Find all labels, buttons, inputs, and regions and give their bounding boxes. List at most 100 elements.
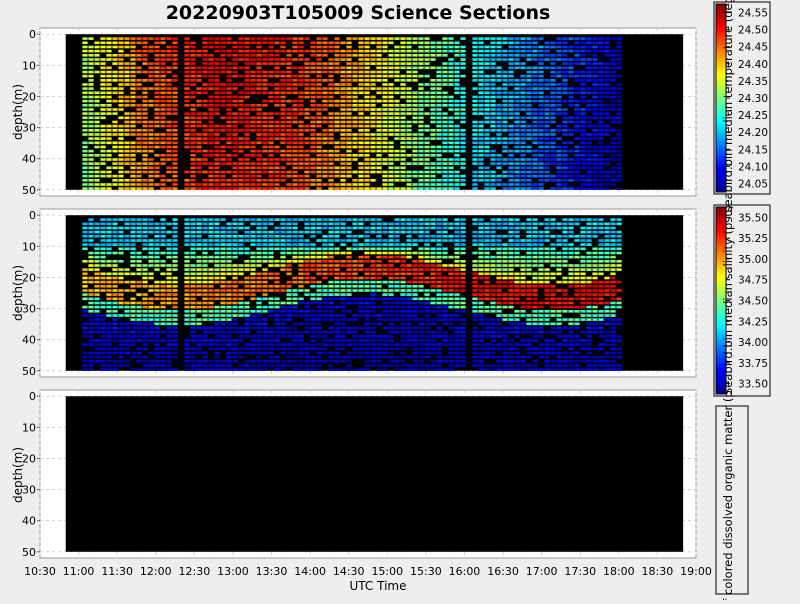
heatmap-cell — [412, 54, 417, 57]
heatmap-cell — [562, 187, 567, 190]
heatmap-cell — [544, 125, 549, 128]
heatmap-cell — [292, 67, 297, 70]
heatmap-cell — [412, 223, 417, 226]
heatmap-cell — [430, 67, 435, 70]
heatmap-cell — [502, 162, 507, 165]
heatmap-cell — [286, 117, 291, 120]
heatmap-cell — [268, 335, 273, 338]
heatmap-cell — [412, 298, 417, 301]
heatmap-cell — [148, 360, 153, 363]
heatmap-cell — [184, 298, 189, 301]
heatmap-cell — [106, 79, 111, 82]
heatmap-cell — [430, 46, 435, 49]
heatmap-cell — [604, 129, 609, 132]
heatmap-cell — [298, 158, 303, 161]
heatmap-cell — [412, 348, 417, 351]
heatmap-cell — [82, 281, 87, 284]
heatmap-cell — [322, 46, 327, 49]
data-background — [66, 215, 683, 371]
heatmap-cell — [436, 256, 441, 259]
heatmap-cell — [538, 104, 543, 107]
heatmap-cell — [148, 323, 153, 326]
heatmap-cell — [442, 137, 447, 140]
heatmap-cell — [82, 62, 87, 65]
heatmap-cell — [334, 227, 339, 230]
heatmap-cell — [322, 100, 327, 103]
heatmap-cell — [142, 256, 147, 259]
heatmap-cell — [478, 108, 483, 111]
heatmap-cell — [520, 175, 525, 178]
heatmap-cell — [100, 339, 105, 342]
heatmap-cell — [442, 92, 447, 95]
heatmap-cell — [310, 83, 315, 86]
heatmap-cell — [514, 187, 519, 190]
heatmap-cell — [154, 360, 159, 363]
heatmap-cell — [406, 108, 411, 111]
heatmap-cell — [364, 331, 369, 334]
heatmap-cell — [460, 331, 465, 334]
heatmap-cell — [598, 146, 603, 149]
heatmap-cell — [340, 318, 345, 321]
heatmap-cell — [358, 335, 363, 338]
heatmap-cell — [118, 302, 123, 305]
heatmap-cell — [82, 183, 87, 186]
heatmap-cell — [448, 67, 453, 70]
heatmap-cell — [520, 150, 525, 153]
heatmap-cell — [148, 298, 153, 301]
heatmap-cell — [454, 133, 459, 136]
heatmap-cell — [232, 268, 237, 271]
heatmap-cell — [382, 356, 387, 359]
heatmap-cell — [88, 162, 93, 165]
heatmap-cell — [160, 92, 165, 95]
heatmap-cell — [340, 75, 345, 78]
heatmap-cell — [262, 42, 267, 45]
heatmap-cell — [316, 162, 321, 165]
heatmap-cell — [598, 75, 603, 78]
heatmap-cell — [424, 46, 429, 49]
heatmap-cell — [340, 306, 345, 309]
heatmap-cell — [460, 227, 465, 230]
heatmap-cell — [328, 231, 333, 234]
heatmap-cell — [148, 75, 153, 78]
heatmap-cell — [442, 187, 447, 190]
heatmap-cell — [562, 121, 567, 124]
heatmap-cell — [406, 142, 411, 145]
heatmap-cell — [190, 150, 195, 153]
heatmap-cell — [424, 318, 429, 321]
heatmap-cell — [502, 92, 507, 95]
heatmap-cell — [220, 281, 225, 284]
heatmap-cell — [298, 50, 303, 53]
heatmap-cell — [118, 67, 123, 70]
heatmap-cell — [382, 239, 387, 242]
heatmap-cell — [598, 112, 603, 115]
heatmap-cell — [382, 42, 387, 45]
heatmap-cell — [496, 129, 501, 132]
heatmap-cell — [172, 268, 177, 271]
heatmap-cell — [484, 92, 489, 95]
heatmap-cell — [406, 231, 411, 234]
heatmap-cell — [358, 67, 363, 70]
heatmap-cell — [460, 121, 465, 124]
heatmap-cell — [418, 179, 423, 182]
heatmap-cell — [322, 306, 327, 309]
heatmap-cell — [580, 58, 585, 61]
heatmap-cell — [256, 54, 261, 57]
heatmap-cell — [334, 352, 339, 355]
heatmap-cell — [454, 281, 459, 284]
heatmap-cell — [400, 256, 405, 259]
heatmap-cell — [274, 54, 279, 57]
heatmap-cell — [526, 37, 531, 40]
heatmap-cell — [580, 46, 585, 49]
heatmap-cell — [412, 339, 417, 342]
heatmap-cell — [136, 129, 141, 132]
heatmap-cell — [130, 46, 135, 49]
heatmap-cell — [544, 100, 549, 103]
heatmap-cell — [124, 125, 129, 128]
heatmap-cell — [148, 256, 153, 259]
heatmap-cell — [232, 231, 237, 234]
heatmap-cell — [100, 368, 105, 371]
heatmap-cell — [172, 252, 177, 255]
heatmap-cell — [382, 281, 387, 284]
heatmap-cell — [616, 150, 621, 153]
heatmap-cell — [214, 318, 219, 321]
